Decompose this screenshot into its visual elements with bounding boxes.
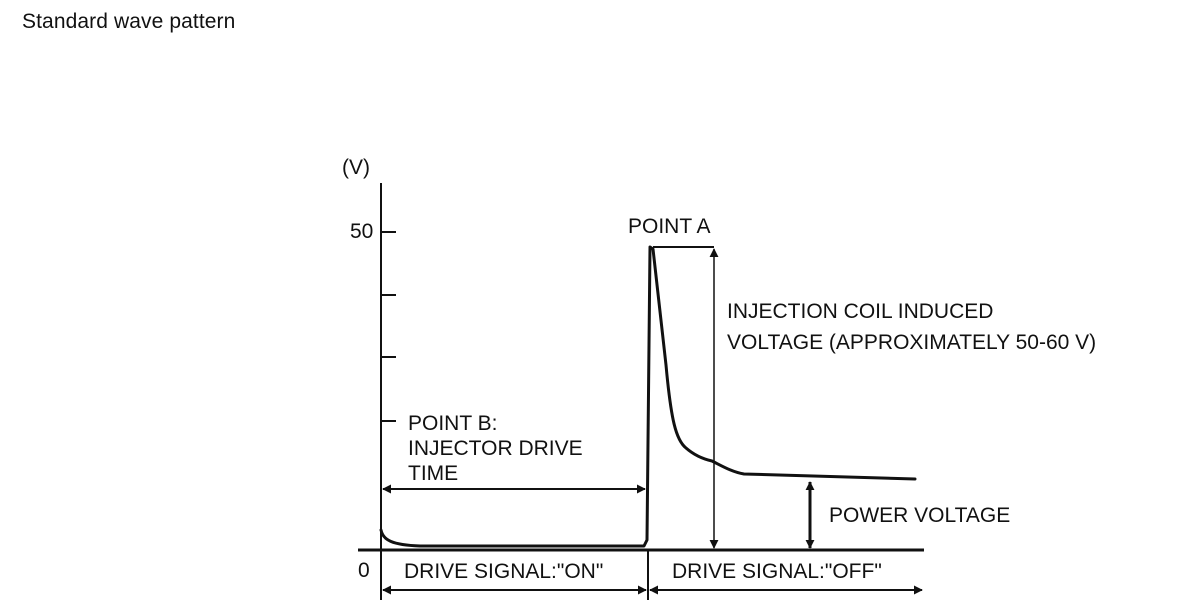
- y-zero-label: 0: [358, 559, 370, 582]
- point-a-label: POINT A: [628, 215, 710, 238]
- drive-signal-on-label: DRIVE SIGNAL:"ON": [404, 560, 603, 583]
- page-title: Standard wave pattern: [22, 10, 236, 33]
- induced-voltage-label-line-1: INJECTION COIL INDUCED: [727, 300, 993, 323]
- power-voltage-label: POWER VOLTAGE: [829, 504, 1010, 527]
- point-b-label-line-3: TIME: [408, 462, 458, 485]
- induced-voltage-label-line-2: VOLTAGE (APPROXIMATELY 50-60 V): [727, 331, 1096, 354]
- drive-signal-off-label: DRIVE SIGNAL:"OFF": [672, 560, 882, 583]
- waveform-trace: [379, 245, 917, 548]
- point-b-label-line-2: INJECTOR DRIVE: [408, 437, 583, 460]
- y-ticks: [381, 231, 396, 422]
- point-b-label-line-1: POINT B:: [408, 412, 497, 435]
- y-unit-label: (V): [342, 156, 370, 179]
- y-max-label: 50: [350, 220, 373, 243]
